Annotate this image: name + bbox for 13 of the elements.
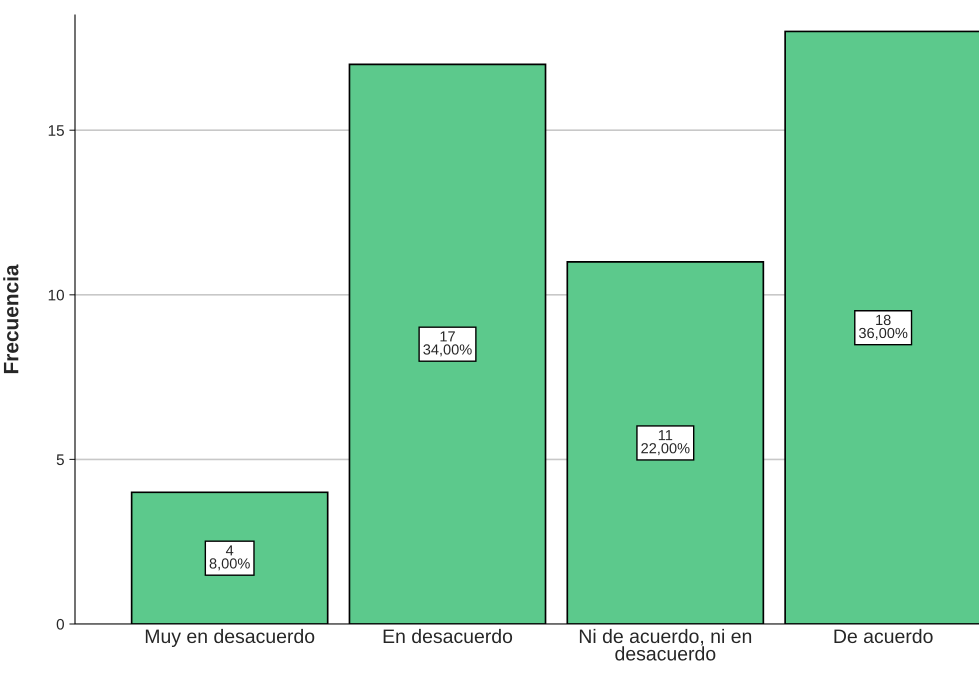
data-label: 17 34,00%: [423, 331, 472, 356]
x-tick-label: Ni de acuerdo, ni en desacuerdo: [580, 628, 752, 661]
x-tick-label: De acuerdo: [834, 628, 933, 644]
y-tick-label: 0: [56, 618, 64, 630]
y-tick-label: 5: [56, 454, 64, 466]
x-tick-label: Muy en desacuerdo: [146, 628, 314, 647]
data-label: 4 8,00%: [210, 545, 250, 570]
y-tick-label: 15: [48, 125, 64, 136]
y-tick-label: 10: [48, 290, 64, 300]
y-axis-title: Frecuencia: [3, 264, 18, 374]
data-label: 11 22,00%: [641, 430, 690, 456]
data-label: 18 36,00%: [858, 314, 908, 340]
x-tick-label: En desacuerdo: [384, 628, 512, 644]
